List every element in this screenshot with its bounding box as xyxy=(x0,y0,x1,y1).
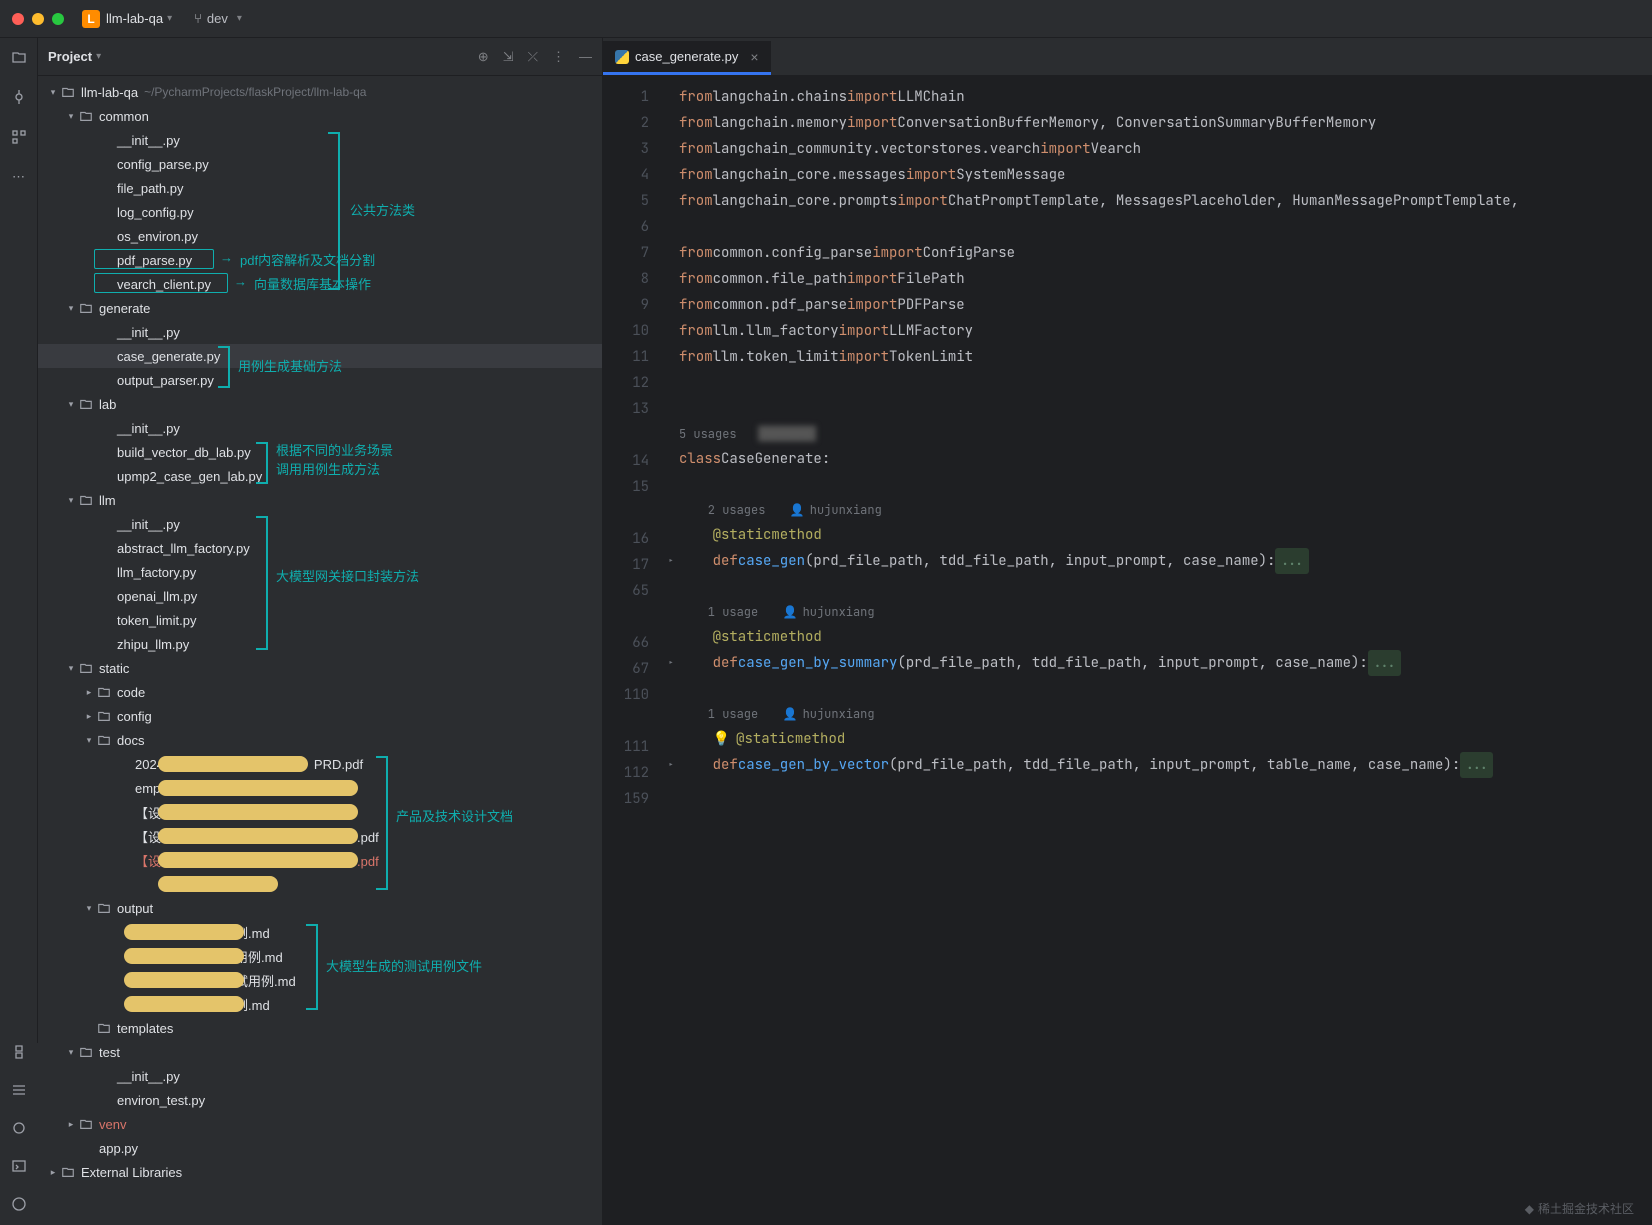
tree-row[interactable]: openai_llm.py xyxy=(38,584,602,608)
tree-row[interactable]: file_path.py xyxy=(38,176,602,200)
structure-icon[interactable] xyxy=(10,128,28,146)
tree-row[interactable]: __init__.py xyxy=(38,128,602,152)
tree-row[interactable]: ▾generate xyxy=(38,296,602,320)
terminal-icon[interactable] xyxy=(10,1157,28,1175)
tree-row[interactable]: 2024PRD.pdf xyxy=(38,752,602,776)
project-badge: L xyxy=(82,10,100,28)
titlebar: L llm-lab-qa ▾ ⑂ dev ▾ xyxy=(0,0,1652,38)
project-name[interactable]: llm-lab-qa xyxy=(106,11,163,26)
tree-row[interactable]: ▾common xyxy=(38,104,602,128)
tree-row[interactable]: zhipu_llm.py xyxy=(38,632,602,656)
tree-row[interactable]: 【设计】.pdf xyxy=(38,848,602,872)
options-icon[interactable]: ⋮ xyxy=(552,49,565,65)
editor: case_generate.py × 123456789101112131415… xyxy=(603,38,1652,1225)
project-panel-header: Project ▾ ⊕ ⇲ ⤫ ⋮ — xyxy=(38,38,602,76)
code-area[interactable]: 1234567891011121314151617656667110111112… xyxy=(603,76,1652,1225)
tree-row[interactable]: __init__.py xyxy=(38,320,602,344)
tree-row[interactable]: ▾output xyxy=(38,896,602,920)
tree-row[interactable]: case_generate.py xyxy=(38,344,602,368)
tree-row[interactable]: token_limit.py xyxy=(38,608,602,632)
panel-title: Project xyxy=(48,49,92,64)
tree-row[interactable]: empty_case.md xyxy=(38,776,602,800)
expand-all-icon[interactable]: ⇲ xyxy=(503,49,514,65)
source-code[interactable]: from langchain.chains import LLMChainfro… xyxy=(663,76,1652,1225)
tree-row[interactable]: config_parse.py xyxy=(38,152,602,176)
project-panel: Project ▾ ⊕ ⇲ ⤫ ⋮ — ▾llm-lab-qa~/Pycharm… xyxy=(38,38,603,1225)
tree-row[interactable]: abstract_llm_factory.py xyxy=(38,536,602,560)
editor-tabs: case_generate.py × xyxy=(603,38,1652,76)
window-controls[interactable] xyxy=(12,13,64,25)
problems-icon[interactable] xyxy=(10,1195,28,1213)
watermark: ◆稀土掘金技术社区 xyxy=(1525,1200,1634,1217)
maximize-window[interactable] xyxy=(52,13,64,25)
tree-row[interactable]: ▸code xyxy=(38,680,602,704)
tree-row[interactable]: ▾llm xyxy=(38,488,602,512)
tree-row[interactable]: templates xyxy=(38,1016,602,1040)
tree-row[interactable]: 【设计】.pdf xyxy=(38,824,602,848)
git-branch[interactable]: ⑂ dev ▾ xyxy=(194,11,246,26)
tree-row[interactable]: vearch_client.py xyxy=(38,272,602,296)
tree-row[interactable]: log_config.py xyxy=(38,200,602,224)
tree-row[interactable]: os_environ.py xyxy=(38,224,602,248)
editor-tab[interactable]: case_generate.py × xyxy=(603,41,771,75)
tree-row[interactable]: 【设计】 xyxy=(38,800,602,824)
tree-row[interactable]: upmp2_case_gen_lab.py xyxy=(38,464,602,488)
tree-row[interactable]: 用例.md xyxy=(38,944,602,968)
tree-row[interactable]: ▾static xyxy=(38,656,602,680)
tree-row[interactable]: ▸External Libraries xyxy=(38,1160,602,1184)
project-tree[interactable]: ▾llm-lab-qa~/PycharmProjects/flaskProjec… xyxy=(38,76,602,1225)
tree-row[interactable]: ▸venv xyxy=(38,1112,602,1136)
tree-row[interactable]: 试用例.md xyxy=(38,968,602,992)
chevron-down-icon[interactable]: ▾ xyxy=(167,13,172,24)
python-console-icon[interactable] xyxy=(10,1043,28,1061)
tree-row[interactable]: build_vector_db_lab.py xyxy=(38,440,602,464)
more-icon[interactable]: ⋯ xyxy=(10,168,28,186)
tree-row[interactable]: environ_test.py xyxy=(38,1088,602,1112)
tree-row[interactable]: 例.md xyxy=(38,992,602,1016)
hide-icon[interactable]: — xyxy=(579,49,592,65)
tree-row[interactable]: app.py xyxy=(38,1136,602,1160)
tree-row[interactable]: ▾docs xyxy=(38,728,602,752)
tree-row[interactable]: pdf_parse.py xyxy=(38,248,602,272)
tab-label: case_generate.py xyxy=(635,49,738,64)
tree-row[interactable]: .pdf xyxy=(38,872,602,896)
select-opened-icon[interactable]: ⊕ xyxy=(478,49,489,65)
project-tool-icon[interactable] xyxy=(10,48,28,66)
branch-name: dev xyxy=(207,11,228,26)
tree-row[interactable]: llm_factory.py xyxy=(38,560,602,584)
chevron-down-icon[interactable]: ▾ xyxy=(96,51,101,62)
tree-row[interactable]: 例.md xyxy=(38,920,602,944)
tree-row[interactable]: output_parser.py xyxy=(38,368,602,392)
tree-row[interactable]: ▾llm-lab-qa~/PycharmProjects/flaskProjec… xyxy=(38,80,602,104)
close-window[interactable] xyxy=(12,13,24,25)
tree-row[interactable]: ▾test xyxy=(38,1040,602,1064)
left-toolbar-bottom xyxy=(0,1043,38,1225)
minimize-window[interactable] xyxy=(32,13,44,25)
tree-row[interactable]: ▾lab xyxy=(38,392,602,416)
collapse-icon[interactable]: ⤫ xyxy=(528,49,538,65)
commit-icon[interactable] xyxy=(10,88,28,106)
tree-row[interactable]: __init__.py xyxy=(38,1064,602,1088)
branch-icon: ⑂ xyxy=(194,11,202,26)
chevron-down-icon: ▾ xyxy=(237,13,242,24)
tree-row[interactable]: ▸config xyxy=(38,704,602,728)
tree-row[interactable]: __init__.py xyxy=(38,512,602,536)
close-tab-icon[interactable]: × xyxy=(750,49,758,65)
services-icon[interactable] xyxy=(10,1081,28,1099)
tree-row[interactable]: __init__.py xyxy=(38,416,602,440)
python-file-icon xyxy=(615,50,629,64)
debug-icon[interactable] xyxy=(10,1119,28,1137)
line-numbers: 1234567891011121314151617656667110111112… xyxy=(603,76,663,1225)
